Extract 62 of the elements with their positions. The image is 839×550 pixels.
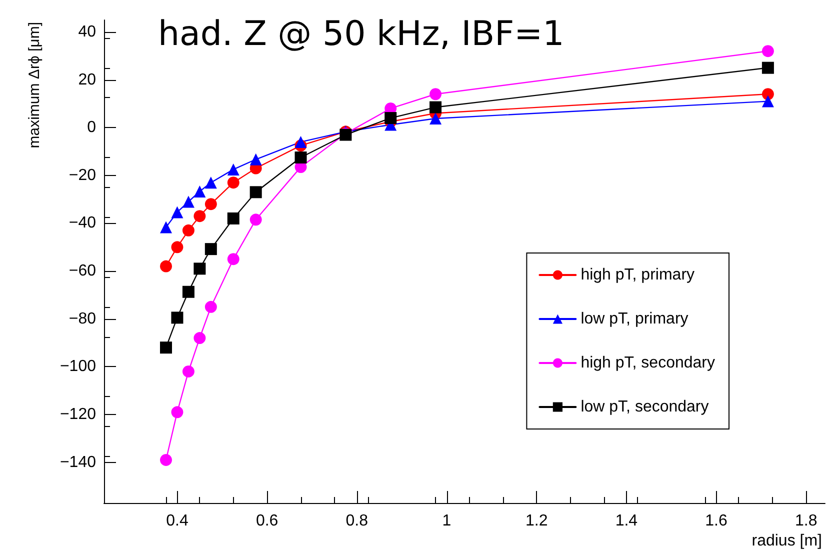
x-tick-label: 0.6 xyxy=(256,512,278,530)
point xyxy=(160,260,172,272)
point xyxy=(160,342,172,354)
point xyxy=(182,224,194,236)
y-tick-label: −60 xyxy=(68,262,96,280)
x-tick-label: 1.2 xyxy=(525,512,548,530)
point xyxy=(430,88,442,100)
point xyxy=(227,176,240,189)
y-axis-title: maximum Δrϕ [μm] xyxy=(26,22,43,148)
point xyxy=(204,300,217,313)
point xyxy=(227,163,240,176)
chart-title: had. Z @ 50 kHz, IBF=1 xyxy=(158,14,564,54)
x-axis-title: radius [m] xyxy=(752,532,822,550)
x-tick-label: 1.4 xyxy=(615,512,638,530)
point xyxy=(204,198,217,210)
point xyxy=(227,253,240,266)
legend-label: low pT, primary xyxy=(580,310,688,328)
point xyxy=(182,196,194,208)
point xyxy=(762,45,774,58)
legend-label: high pT, primary xyxy=(580,266,695,284)
point xyxy=(762,62,774,74)
x-tick-label: 0.4 xyxy=(166,512,188,530)
y-tick-label: −140 xyxy=(60,454,96,471)
y-tick-label: 20 xyxy=(78,71,96,88)
point xyxy=(194,332,206,344)
point xyxy=(227,212,240,224)
point xyxy=(194,185,206,198)
point xyxy=(182,365,194,378)
point xyxy=(294,151,307,164)
point xyxy=(762,88,774,100)
point xyxy=(294,136,307,148)
point xyxy=(430,101,442,114)
y-tick-label: −20 xyxy=(68,166,96,184)
x-tick-label: 1 xyxy=(442,512,452,530)
point xyxy=(171,406,184,418)
point xyxy=(204,176,217,189)
y-tick-label: −80 xyxy=(68,310,96,328)
y-tick-label: −100 xyxy=(60,358,96,376)
y-tick-label: 40 xyxy=(78,23,96,40)
point xyxy=(160,454,172,466)
point xyxy=(194,210,206,222)
legend-label: low pT, secondary xyxy=(580,398,709,416)
y-tick-label: −40 xyxy=(68,214,96,232)
point xyxy=(160,221,172,234)
y-tick-label: 0 xyxy=(87,119,96,136)
y-tick-label: −120 xyxy=(60,406,96,424)
point xyxy=(430,112,442,125)
point xyxy=(250,214,262,226)
point xyxy=(384,112,397,124)
point xyxy=(250,153,262,166)
x-tick-label: 1.8 xyxy=(795,512,818,530)
point xyxy=(182,286,194,298)
point xyxy=(762,95,774,108)
point xyxy=(171,241,184,254)
x-tick-label: 1.6 xyxy=(705,512,728,530)
point xyxy=(171,312,184,324)
point xyxy=(171,206,184,218)
point xyxy=(250,186,262,198)
x-tick-label: 0.8 xyxy=(346,512,368,530)
point xyxy=(194,262,206,275)
point xyxy=(204,243,217,256)
legend-label: high pT, secondary xyxy=(580,354,716,372)
